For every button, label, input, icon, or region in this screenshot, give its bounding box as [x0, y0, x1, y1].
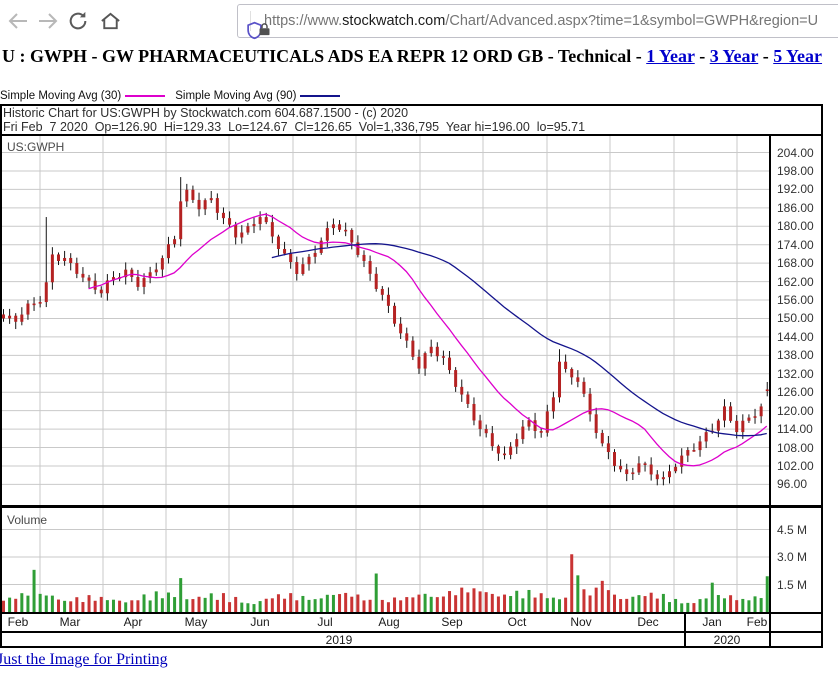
refresh-icon[interactable] — [64, 7, 92, 35]
stock-chart: Historic Chart for US:GWPH by Stockwatch… — [0, 104, 823, 648]
price-tick-label: 174.00 — [777, 237, 814, 252]
price-panel — [0, 134, 770, 505]
month-label: Nov — [570, 615, 592, 629]
page-title: U : GWPH - GW PHARMACEUTICALS ADS EA REP… — [2, 46, 823, 66]
range-link-5year[interactable]: 5 Year — [773, 46, 823, 66]
legend-sma30-line — [125, 95, 166, 97]
price-tick-label: 192.00 — [777, 182, 814, 197]
month-label: Dec — [637, 615, 659, 629]
month-label: Jun — [250, 615, 270, 629]
month-label: Mar — [59, 615, 81, 629]
plot-symbol-label: US:GWPH — [7, 140, 65, 154]
home-icon[interactable] — [96, 7, 124, 35]
price-tick-label: 96.00 — [777, 477, 808, 492]
symbol-title-text: U : GWPH - GW PHARMACEUTICALS ADS EA REP… — [2, 46, 632, 66]
month-label: Oct — [507, 615, 527, 629]
volume-label: Volume — [7, 513, 48, 527]
month-label: Jan — [702, 615, 722, 629]
range-link-1year[interactable]: 1 Year — [646, 46, 695, 66]
volume-panel — [0, 508, 770, 612]
month-label: Jul — [317, 615, 333, 629]
price-tick-label: 204.00 — [777, 145, 814, 160]
price-tick-label: 114.00 — [777, 422, 813, 437]
price-tick-label: 186.00 — [777, 200, 814, 215]
volume-tick-label: 4.5 M — [777, 522, 808, 537]
price-tick-label: 126.00 — [777, 385, 814, 400]
chart-header: Historic Chart for US:GWPH by Stockwatch… — [3, 106, 586, 134]
legend-sma90-line — [300, 95, 341, 97]
browser-toolbar: https://www.stockwatch.com/Chart/Advance… — [0, 0, 838, 42]
month-label: Sep — [441, 615, 463, 629]
price-tick-label: 180.00 — [777, 219, 814, 234]
urlbar-divider — [250, 11, 251, 31]
legend-sma30-label: Simple Moving Avg (30) — [0, 90, 122, 102]
print-image-link[interactable]: Just the Image for Printing — [0, 651, 168, 668]
url-text: https://www.stockwatch.com/Chart/Advance… — [264, 13, 819, 29]
month-label: May — [184, 615, 208, 629]
price-tick-label: 138.00 — [777, 348, 814, 363]
year-label: 2020 — [713, 633, 741, 647]
price-tick-label: 150.00 — [777, 311, 814, 326]
price-tick-label: 156.00 — [777, 293, 814, 308]
price-tick-label: 162.00 — [777, 274, 814, 289]
range-link-3year[interactable]: 3 Year — [709, 46, 759, 66]
price-tick-label: 102.00 — [777, 458, 814, 473]
volume-tick-label: 1.5 M — [777, 577, 808, 592]
price-tick-label: 168.00 — [777, 256, 814, 271]
url-bar[interactable]: https://www.stockwatch.com/Chart/Advance… — [237, 4, 838, 40]
legend-sma90-label: Simple Moving Avg (90) — [175, 90, 297, 102]
month-label: Apr — [123, 615, 143, 629]
month-label: Feb — [7, 615, 29, 629]
price-tick-label: 144.00 — [777, 329, 814, 344]
price-tick-label: 108.00 — [777, 440, 814, 455]
forward-icon[interactable] — [34, 7, 62, 35]
sma-legend: Simple Moving Avg (30) Simple Moving Avg… — [0, 88, 350, 104]
month-label: Aug — [378, 615, 400, 629]
month-label: Feb — [746, 615, 768, 629]
price-tick-label: 120.00 — [777, 403, 814, 418]
year-label: 2019 — [325, 633, 353, 647]
price-tick-label: 132.00 — [777, 366, 814, 381]
volume-tick-label: 3.0 M — [777, 550, 808, 564]
price-tick-label: 198.00 — [777, 163, 814, 178]
back-icon[interactable] — [4, 7, 32, 35]
